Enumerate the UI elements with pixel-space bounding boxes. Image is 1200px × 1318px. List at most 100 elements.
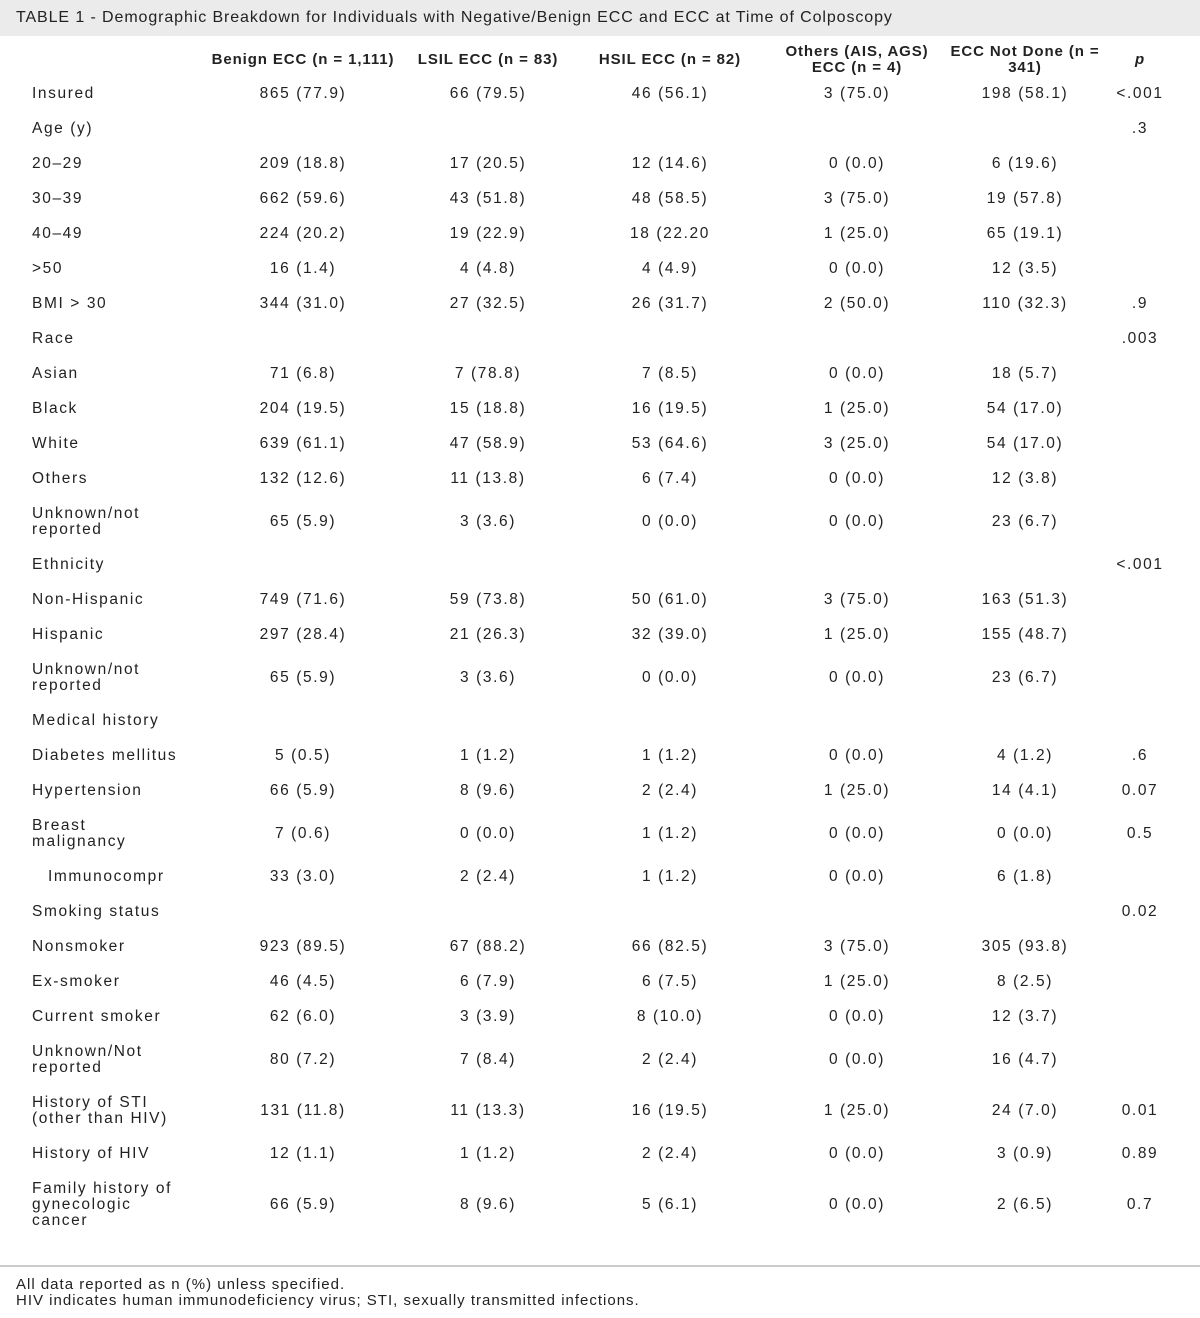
table-row: >50 16 (1.4) 4 (4.8) 4 (4.9) 0 (0.0) 12 (3.5) (20, 251, 1169, 286)
row-label: Unknown/not reported (32, 660, 141, 694)
cell: 2 (2.4) (642, 1144, 698, 1162)
cell: 3 (75.0) (823, 84, 891, 102)
cell: 2 (2.4) (642, 1050, 698, 1068)
cell: 65 (5.9) (269, 512, 337, 530)
cell: 7 (8.5) (642, 364, 698, 382)
cell: 65 (19.1) (986, 224, 1064, 242)
cell: 0 (0.0) (642, 512, 698, 530)
cell: 17 (20.5) (449, 154, 527, 172)
cell: 18 (5.7) (991, 364, 1059, 382)
row-label: History of STI (other than HIV) (32, 1093, 168, 1127)
empty-cell (411, 547, 565, 582)
cell: 50 (61.0) (631, 590, 709, 608)
column-header: p (1134, 51, 1146, 68)
cell: 66 (79.5) (449, 84, 527, 102)
empty-cell (1111, 181, 1169, 216)
cell: 1 (25.0) (823, 625, 891, 643)
cell: 12 (3.7) (991, 1007, 1059, 1025)
empty-cell (565, 703, 775, 738)
cell: 6 (7.5) (642, 972, 698, 990)
cell: 0 (0.0) (829, 1144, 885, 1162)
row-label: Age (y) (32, 119, 94, 137)
cell: 62 (6.0) (269, 1007, 337, 1025)
cell: 923 (89.5) (259, 937, 347, 955)
cell: 1 (1.2) (642, 867, 698, 885)
cell: 3 (3.9) (460, 1007, 516, 1025)
cell: 23 (6.7) (991, 512, 1059, 530)
cell: 14 (4.1) (991, 781, 1059, 799)
row-label: Current smoker (32, 1007, 162, 1025)
cell: 16 (1.4) (269, 259, 337, 277)
cell: 24 (7.0) (991, 1101, 1059, 1119)
cell: 66 (5.9) (269, 1195, 337, 1213)
p-value: 0.5 (1126, 824, 1154, 842)
cell: 48 (58.5) (631, 189, 709, 207)
empty-cell (939, 321, 1111, 356)
cell: 662 (59.6) (259, 189, 347, 207)
empty-cell (565, 111, 775, 146)
cell: 0 (0.0) (829, 1007, 885, 1025)
cell: 132 (12.6) (259, 469, 347, 487)
cell: 305 (93.8) (981, 937, 1069, 955)
cell: 1 (25.0) (823, 1101, 891, 1119)
cell: 65 (5.9) (269, 668, 337, 686)
cell: 3 (3.6) (460, 668, 516, 686)
cell: 7 (0.6) (275, 824, 331, 842)
table-row: Family history of gynecologic cancer 66 (… (20, 1171, 1169, 1238)
empty-cell (1111, 356, 1169, 391)
cell: 7 (78.8) (454, 364, 522, 382)
cell: 12 (1.1) (269, 1144, 337, 1162)
table-row: 20–29 209 (18.8) 17 (20.5) 12 (14.6) 0 (0.0)… (20, 146, 1169, 181)
column-header: Others (AIS, AGS) ECC (n = 4) (785, 43, 929, 76)
cell: 2 (2.4) (460, 867, 516, 885)
table-row: Race .003 (20, 321, 1169, 356)
cell: 297 (28.4) (259, 625, 347, 643)
cell: 4 (1.2) (997, 746, 1053, 764)
row-label: Family history of gynecologic cancer (32, 1179, 173, 1229)
p-value: 0.07 (1121, 781, 1159, 799)
cell: 6 (1.8) (997, 867, 1053, 885)
empty-cell (1111, 703, 1169, 738)
cell: 204 (19.5) (259, 399, 347, 417)
cell: 12 (3.5) (991, 259, 1059, 277)
p-value: 0.02 (1121, 902, 1159, 920)
empty-cell (1111, 391, 1169, 426)
empty-cell (939, 547, 1111, 582)
row-label: Ethnicity (32, 555, 105, 573)
empty-cell (1111, 929, 1169, 964)
cell: 66 (82.5) (631, 937, 709, 955)
cell: 1 (25.0) (823, 972, 891, 990)
cell: 3 (25.0) (823, 434, 891, 452)
cell: 8 (9.6) (460, 1195, 516, 1213)
cell: 639 (61.1) (259, 434, 347, 452)
table-row: White 639 (61.1) 47 (58.9) 53 (64.6) 3 (25.0… (20, 426, 1169, 461)
cell: 47 (58.9) (449, 434, 527, 452)
table-row: Nonsmoker 923 (89.5) 67 (88.2) 66 (82.5) 3 (… (20, 929, 1169, 964)
row-label: Breast malignancy (32, 816, 127, 850)
cell: 0 (0.0) (829, 1195, 885, 1213)
table-row: 30–39 662 (59.6) 43 (51.8) 48 (58.5) 3 (75.0… (20, 181, 1169, 216)
cell: 1 (25.0) (823, 399, 891, 417)
empty-cell (1111, 426, 1169, 461)
cell: 12 (3.8) (991, 469, 1059, 487)
cell: 0 (0.0) (642, 668, 698, 686)
cell: 32 (39.0) (631, 625, 709, 643)
empty-cell (1111, 216, 1169, 251)
cell: 27 (32.5) (449, 294, 527, 312)
cell: 0 (0.0) (829, 512, 885, 530)
cell: 0 (0.0) (829, 364, 885, 382)
cell: 3 (75.0) (823, 590, 891, 608)
cell: 23 (6.7) (991, 668, 1059, 686)
row-label: >50 (32, 259, 64, 277)
table-row: Immunocompr 33 (3.0) 2 (2.4) 1 (1.2) 0 (0.0)… (20, 859, 1169, 894)
cell: 6 (19.6) (991, 154, 1059, 172)
data-table: Benign ECC (n = 1,111) LSIL ECC (n = 83) H… (20, 44, 1169, 1238)
empty-cell (1111, 617, 1169, 652)
cell: 0 (0.0) (460, 824, 516, 842)
table-row: Black 204 (19.5) 15 (18.8) 16 (19.5) 1 (25.0… (20, 391, 1169, 426)
empty-cell (775, 703, 939, 738)
footnote: All data reported as n (%) unless specif… (16, 1276, 346, 1293)
table-row: Hispanic 297 (28.4) 21 (26.3) 32 (39.0) 1 (2… (20, 617, 1169, 652)
row-label: Smoking status (32, 902, 161, 920)
cell: 67 (88.2) (449, 937, 527, 955)
